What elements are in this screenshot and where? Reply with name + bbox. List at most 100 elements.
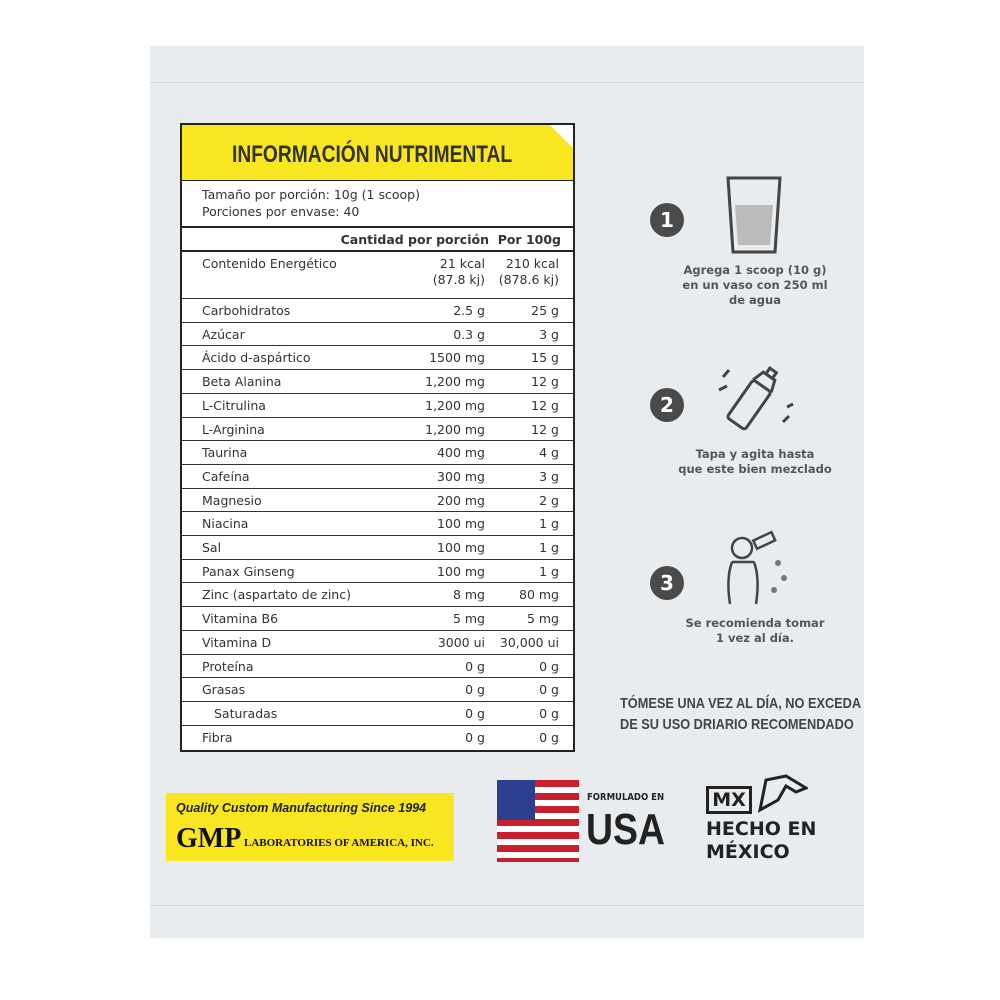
nutrient-name: L-Citrulina <box>202 397 266 413</box>
text-line: Se recomienda tomar <box>685 616 825 630</box>
text-line: en un vaso con 250 ml <box>682 278 828 292</box>
table-row: Beta Alanina 1,200 mg 12 g <box>182 369 573 393</box>
table-title: INFORMACIÓN NUTRIMENTAL <box>232 141 513 168</box>
text-line: TÓMESE UNA VEZ AL DÍA, NO EXCEDA <box>620 695 862 712</box>
per-100g: 1 g <box>539 563 559 579</box>
glass-icon <box>726 176 782 254</box>
nutrient-name: Vitamina B6 <box>202 611 279 627</box>
per-100g: 0 g <box>539 682 559 698</box>
nutrient-name: Proteína <box>202 658 254 674</box>
divider <box>150 905 864 906</box>
per-100g: 15 g <box>531 350 559 366</box>
per-serving: 0.3 g <box>453 326 485 342</box>
per-100g: 210 kcal <box>505 256 559 271</box>
column-header: Cantidad por porción <box>340 232 489 247</box>
gmp-brand: GMP <box>176 823 242 854</box>
per-serving: 0 g <box>465 729 485 745</box>
per-serving: 400 mg <box>437 445 485 461</box>
per-100g: 2 g <box>539 492 559 508</box>
table-row: Vitamina D 3000 ui 30,000 ui <box>182 629 573 654</box>
nutrient-name: Beta Alanina <box>202 374 282 390</box>
per-100g: 12 g <box>531 397 559 413</box>
nutrient-name: Panax Ginseng <box>202 563 295 579</box>
nutrient-name: Zinc (aspartato de zinc) <box>202 587 351 603</box>
gmp-company: LABORATORIES OF AMERICA, INC. <box>244 837 434 849</box>
table-row: Magnesio 200 mg 2 g <box>182 487 573 512</box>
step-text: Tapa y agita hasta que este bien mezclado <box>655 447 855 477</box>
per-serving: 0 g <box>465 658 485 674</box>
table-row: Panax Ginseng 100 mg 1 g <box>182 558 573 583</box>
nutrient-name: Carbohidratos <box>202 303 291 318</box>
per-100g: 5 mg <box>526 611 559 627</box>
table-row: Vitamina B6 5 mg 5 mg <box>182 606 573 630</box>
gmp-tagline: Quality Custom Manufacturing Since 1994 <box>176 801 427 815</box>
per-serving: 0 g <box>465 682 485 698</box>
table-row: Zinc (aspartato de zinc) 8 mg 80 mg <box>182 582 573 606</box>
text-line: de agua <box>729 293 781 307</box>
text-line: 1 vez al día. <box>715 631 794 645</box>
per-100g: 3 g <box>539 326 559 342</box>
per-serving: 200 mg <box>437 492 485 508</box>
per-100g: 3 g <box>539 468 559 484</box>
per-serving: 1500 mg <box>429 350 485 366</box>
per-serving: 300 mg <box>437 468 485 484</box>
nutrient-name: Ácido d-aspártico <box>202 350 311 366</box>
usa-flag <box>497 780 579 862</box>
per-serving: 1,200 mg <box>425 397 485 413</box>
nutrient-name: Azúcar <box>202 326 245 342</box>
usa-top: FORMULADO EN <box>587 792 665 803</box>
nutrient-name: Magnesio <box>202 492 262 508</box>
per-serving: 5 mg <box>452 611 485 627</box>
per-100g: 1 g <box>539 540 559 555</box>
warning: TÓMESE UNA VEZ AL DÍA, NO EXCEDA DE SU US… <box>620 695 861 733</box>
drinking-icon <box>727 530 787 605</box>
text-line: que este bien mezclado <box>678 462 832 476</box>
nutrient-name: L-Arginina <box>202 421 265 437</box>
table-row: Saturadas 0 g 0 g <box>182 700 573 725</box>
per-100g: 0 g <box>539 705 559 721</box>
table-row: Fibra 0 g 0 g <box>182 724 573 749</box>
per-100g: 0 g <box>539 658 559 674</box>
per-100g: 80 mg <box>519 587 559 603</box>
mexico-text: HECHO EN MÉXICO <box>706 818 816 864</box>
per-serving: 3000 ui <box>437 634 485 650</box>
per-serving: 2.5 g <box>453 303 485 318</box>
nutrient-name: Cafeína <box>202 468 250 484</box>
per-serving: 21 kcal <box>439 256 485 271</box>
nutrient-name: Contenido Energético <box>202 256 337 271</box>
table-row: Grasas 0 g 0 g <box>182 677 573 701</box>
step-number: 1 <box>650 203 684 237</box>
per-100g: (878.6 kj) <box>498 272 559 287</box>
step-text: Agrega 1 scoop (10 g) en un vaso con 250 … <box>655 263 855 308</box>
shaker-icon <box>718 366 794 431</box>
per-100g: 0 g <box>539 729 559 745</box>
text-line: MÉXICO <box>706 841 790 863</box>
servings-per-container: Porciones por envase: 40 <box>202 204 360 219</box>
per-serving: 0 g <box>465 705 485 721</box>
nutrient-name: Taurina <box>202 445 248 461</box>
text-line: Agrega 1 scoop (10 g) <box>683 263 827 277</box>
text-line: Tapa y agita hasta <box>695 447 815 461</box>
table-row: Ácido d-aspártico 1500 mg 15 g <box>182 345 573 369</box>
nutrient-name: Fibra <box>202 729 233 745</box>
step-number: 3 <box>650 566 684 600</box>
per-serving: 100 mg <box>437 516 485 532</box>
step-number: 2 <box>650 388 684 422</box>
step-text: Se recomienda tomar 1 vez al día. <box>655 616 855 646</box>
table-row: Carbohidratos 2.5 g 25 g <box>182 298 573 322</box>
table-row: Azúcar 0.3 g 3 g <box>182 321 573 346</box>
text-line: DE SU USO DRIARIO RECOMENDADO <box>620 716 854 733</box>
per-100g: 1 g <box>539 516 559 532</box>
per-serving: 1,200 mg <box>425 421 485 437</box>
gmp-badge: Quality Custom Manufacturing Since 1994 … <box>166 793 454 861</box>
nutrient-name: Grasas <box>202 682 246 698</box>
nutrient-name: Sal <box>202 540 222 555</box>
eagle-icon <box>757 774 808 813</box>
nutrient-name: Vitamina D <box>202 634 272 650</box>
table-row: L-Arginina 1,200 mg 12 g <box>182 416 573 441</box>
per-100g: 25 g <box>531 303 559 318</box>
nutrition-table: INFORMACIÓN NUTRIMENTAL Tamaño por porci… <box>180 123 575 752</box>
per-serving: 8 mg <box>452 587 485 603</box>
per-100g: 12 g <box>531 374 559 390</box>
mx-badge: MX <box>706 786 752 814</box>
